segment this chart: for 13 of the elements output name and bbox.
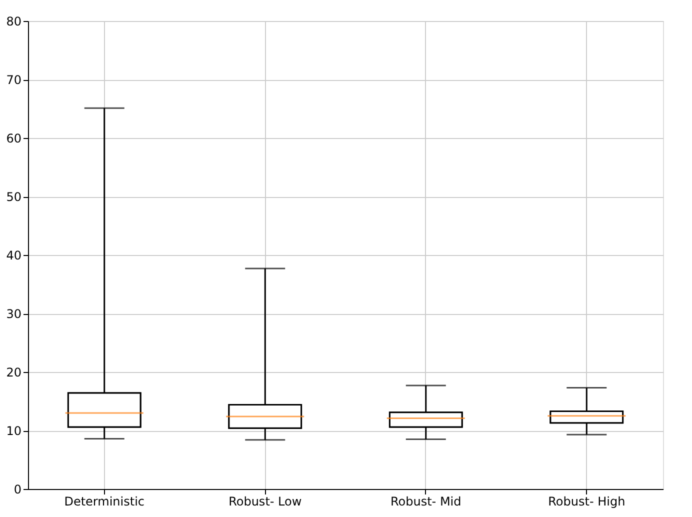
y-tick-label: 0 (14, 482, 22, 496)
x-tick-label: Deterministic (64, 494, 145, 508)
y-tick-label: 40 (6, 248, 22, 262)
y-tick-label: 30 (6, 307, 22, 321)
x-tick-label: Robust- High (548, 494, 626, 508)
y-tick-label: 20 (6, 366, 22, 380)
y-tick-label: 10 (6, 424, 22, 438)
y-tick-label: 60 (6, 132, 22, 146)
y-tick-label: 70 (6, 73, 22, 87)
x-tick-label: Robust- Mid (390, 494, 462, 508)
y-tick-label: 80 (6, 14, 22, 28)
x-tick-label: Robust- Low (228, 494, 302, 508)
y-tick-label: 50 (6, 190, 22, 204)
